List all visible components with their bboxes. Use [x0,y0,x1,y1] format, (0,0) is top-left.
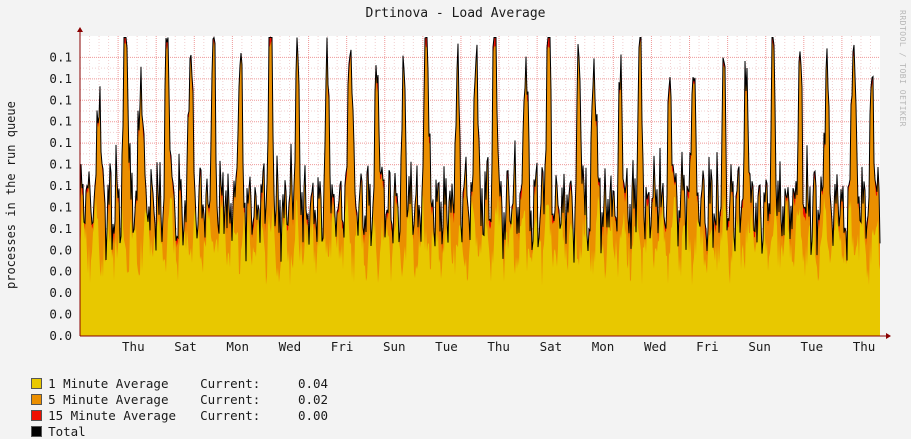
x-tick-label: Sat [540,339,563,354]
y-tick-label: 0.1 [49,178,72,193]
x-tick-label: Fri [696,339,719,354]
x-axis-arrow [886,333,891,339]
legend-label-5min: 5 Minute Average [48,392,169,407]
chart-title: Drtinova - Load Average [365,6,546,21]
legend-swatch-15min [31,410,43,421]
legend-label-15min: 15 Minute Average [48,408,176,423]
y-tick-label: 0.0 [49,285,72,300]
area-1min [80,192,880,336]
legend-current-value-1min: 0.04 [297,376,329,391]
y-axis-arrow [77,27,83,32]
x-tick-label: Thu [487,339,510,354]
y-tick-label: 0.1 [49,114,72,129]
axes [77,27,891,339]
x-tick-label: Tue [801,339,824,354]
legend-row-total: Total [16,409,200,439]
legend-swatch-5min [31,394,43,405]
legend-row-1min: 1 Minute Average Current: 0.04 [16,361,328,391]
x-tick-label: Sun [748,339,771,354]
legend-swatch-1min [31,378,43,389]
legend-current-value-5min: 0.02 [297,392,329,407]
x-tick-label: Sat [174,339,197,354]
y-tick-label: 0.0 [49,328,72,343]
tick-labels: 0.0 0.0 0.0 0.0 0.0 0.1 0.1 0.1 0.1 0.1 0.1 0.1 0.1 0… [49,49,875,354]
x-tick-label: Sun [383,339,406,354]
legend-row-15min: 15 Minute Average Current: 0.00 [16,393,328,423]
y-tick-label: 0.1 [49,49,72,64]
legend-current-label-1min: Current: [200,376,261,391]
y-tick-label: 0.1 [49,221,72,236]
y-tick-label: 0.0 [49,264,72,279]
legend-current-value-15min: 0.00 [297,408,329,423]
y-tick-label: 0.1 [49,92,72,107]
legend-current-label-5min: Current: [200,392,261,407]
x-tick-label: Mon [592,339,615,354]
x-tick-label: Wed [279,339,302,354]
x-tick-label: Thu [853,339,876,354]
legend-current-label-15min: Current: [200,408,261,423]
line-total [79,36,881,263]
y-tick-label: 0.1 [49,71,72,86]
legend-row-5min: 5 Minute Average Current: 0.02 [16,377,328,407]
x-tick-label: Mon [226,339,249,354]
legend-label-1min: 1 Minute Average [48,376,169,391]
y-tick-label: 0.1 [49,135,72,150]
x-tick-label: Thu [122,339,145,354]
x-tick-label: Fri [331,339,354,354]
x-tick-label: Tue [435,339,458,354]
rrdtool-watermark: RRDTOOL / TOBI OETIKER [898,10,907,127]
y-tick-label: 0.0 [49,242,72,257]
area-series [79,36,881,336]
y-tick-label: 0.1 [49,157,72,172]
x-tick-label: Wed [644,339,667,354]
y-tick-label: 0.0 [49,307,72,322]
y-tick-label: 0.1 [49,199,72,214]
